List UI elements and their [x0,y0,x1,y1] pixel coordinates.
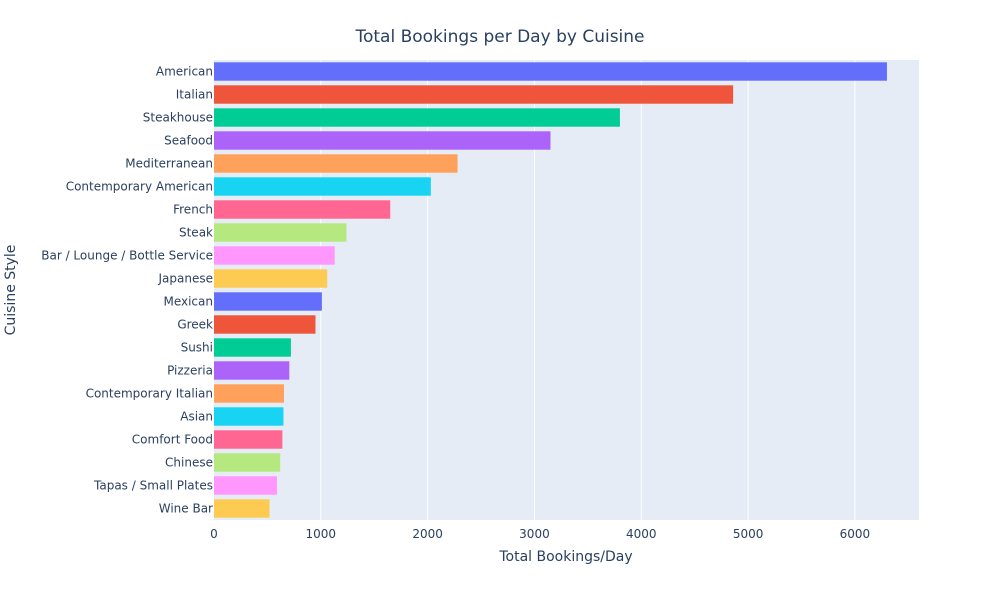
bar-tapas-small-plates[interactable] [214,476,278,495]
y-axis-title: Cuisine Style [3,245,19,336]
bar-steakhouse[interactable] [214,108,620,127]
y-tick-label: Bar / Lounge / Bottle Service [41,249,213,263]
y-tick-label: Chinese [165,456,213,470]
bar-mexican[interactable] [214,292,322,311]
bar-mediterranean[interactable] [214,154,458,173]
bar-bar-lounge-bottle-service[interactable] [214,246,335,265]
x-tick-label: 3000 [519,527,550,541]
plot-background [214,60,919,520]
x-tick-label: 1000 [306,527,337,541]
y-tick-label: Seafood [164,134,213,148]
y-tick-label: Asian [180,410,213,424]
bar-japanese[interactable] [214,269,328,288]
bar-contemporary-american[interactable] [214,177,431,196]
bar-comfort-food[interactable] [214,430,283,449]
bar-steak[interactable] [214,223,347,242]
x-axis-tick-labels: 0 1000 2000 3000 4000 5000 6000 [210,527,870,541]
bar-pizzeria[interactable] [214,361,290,380]
y-tick-label: Steak [179,226,213,240]
y-axis-tick-labels: American Italian Steakhouse Seafood Mediterr… [41,65,213,516]
y-tick-label: Greek [177,318,213,332]
y-tick-label: American [156,65,213,79]
y-tick-label: Italian [176,88,213,102]
x-tick-label: 5000 [733,527,764,541]
y-tick-label: Tapas / Small Plates [93,479,213,493]
y-tick-label: Japanese [158,272,214,286]
bar-seafood[interactable] [214,131,551,150]
bar-sushi[interactable] [214,338,291,357]
bars [214,62,887,518]
bar-american[interactable] [214,62,887,81]
bar-contemporary-italian[interactable] [214,384,284,403]
y-tick-label: French [173,203,213,217]
y-tick-label: Comfort Food [132,433,213,447]
y-tick-label: Contemporary American [66,180,213,194]
chart-title: Total Bookings per Day by Cuisine [354,27,644,47]
y-tick-label: Mediterranean [125,157,213,171]
x-tick-label: 4000 [626,527,657,541]
y-tick-label: Steakhouse [143,111,213,125]
x-tick-label: 0 [210,527,218,541]
bar-chinese[interactable] [214,453,281,472]
x-tick-label: 6000 [840,527,871,541]
bar-greek[interactable] [214,315,316,334]
bar-french[interactable] [214,200,391,219]
x-tick-label: 2000 [412,527,443,541]
y-tick-label: Sushi [181,341,213,355]
x-axis-title: Total Bookings/Day [498,549,632,565]
y-tick-label: Mexican [163,295,213,309]
bar-italian[interactable] [214,85,734,104]
y-tick-label: Contemporary Italian [86,387,213,401]
bar-asian[interactable] [214,407,284,426]
bar-wine-bar[interactable] [214,499,270,518]
y-tick-label: Wine Bar [159,502,213,516]
y-tick-label: Pizzeria [167,364,213,378]
